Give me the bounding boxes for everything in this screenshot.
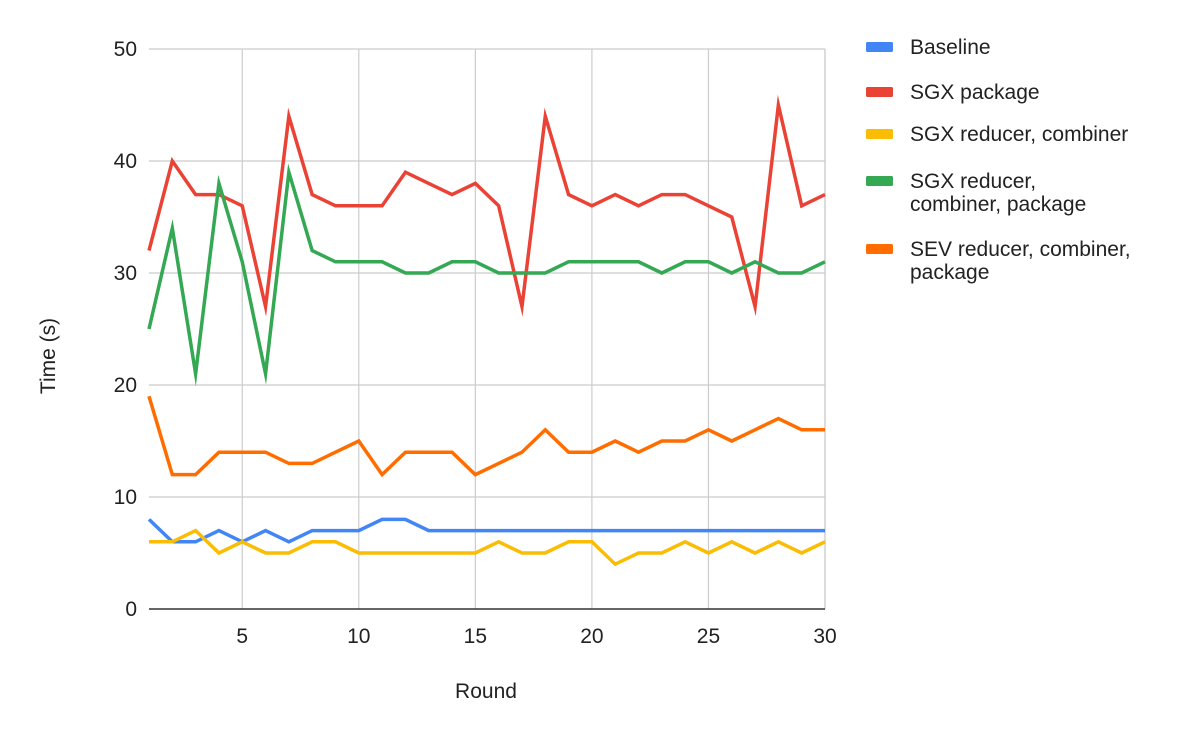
series-line-sgx-package — [147, 94, 826, 317]
x-tick-label: 20 — [580, 625, 603, 648]
x-tick-label: 10 — [347, 625, 370, 648]
legend-swatch — [866, 176, 893, 186]
legend-item: SGX reducer,combiner, package — [866, 170, 1086, 216]
legend-swatch — [866, 42, 893, 52]
legend: Baseline SGX package SGX reducer, combiner… — [866, 36, 1131, 284]
legend-label: SEV reducer, combiner, — [910, 238, 1131, 261]
y-axis-title: Time (s) — [37, 318, 60, 394]
legend-swatch — [866, 87, 893, 97]
series-line-sev-reducer-combiner-package — [147, 395, 825, 478]
series-line-sgx-reducer-combiner-package — [147, 163, 826, 387]
legend-label: SGX package — [910, 81, 1040, 104]
legend-label: SGX reducer, combiner — [910, 123, 1128, 146]
y-tick-label: 10 — [114, 486, 137, 509]
legend-item: SEV reducer, combiner,package — [866, 238, 1131, 284]
x-tick-label: 15 — [464, 625, 487, 648]
y-tick-label: 50 — [114, 38, 137, 61]
x-axis-title: Round — [455, 680, 517, 703]
gridlines — [149, 48, 826, 609]
legend-item: Baseline — [866, 36, 991, 59]
legend-label: package — [910, 261, 989, 284]
legend-item: SGX reducer, combiner — [866, 123, 1128, 146]
x-tick-label: 30 — [813, 625, 836, 648]
series-line-baseline — [147, 517, 825, 544]
y-tick-label: 30 — [114, 262, 137, 285]
x-tick-labels: 5 10 15 20 25 30 — [236, 625, 836, 648]
legend-label: combiner, package — [910, 193, 1086, 216]
legend-swatch — [866, 244, 893, 254]
series-lines — [147, 94, 826, 567]
x-tick-label: 25 — [697, 625, 720, 648]
x-tick-label: 5 — [236, 625, 248, 648]
y-tick-label: 40 — [114, 150, 137, 173]
legend-label: Baseline — [910, 36, 991, 59]
y-tick-label: 0 — [125, 598, 137, 621]
y-tick-labels: 0 10 20 30 40 50 — [114, 38, 137, 621]
y-tick-label: 20 — [114, 374, 137, 397]
legend-item: SGX package — [866, 81, 1040, 104]
legend-label: SGX reducer, — [910, 170, 1036, 193]
legend-swatch — [866, 129, 893, 139]
series-line-sgx-reducer-combiner — [149, 528, 826, 567]
